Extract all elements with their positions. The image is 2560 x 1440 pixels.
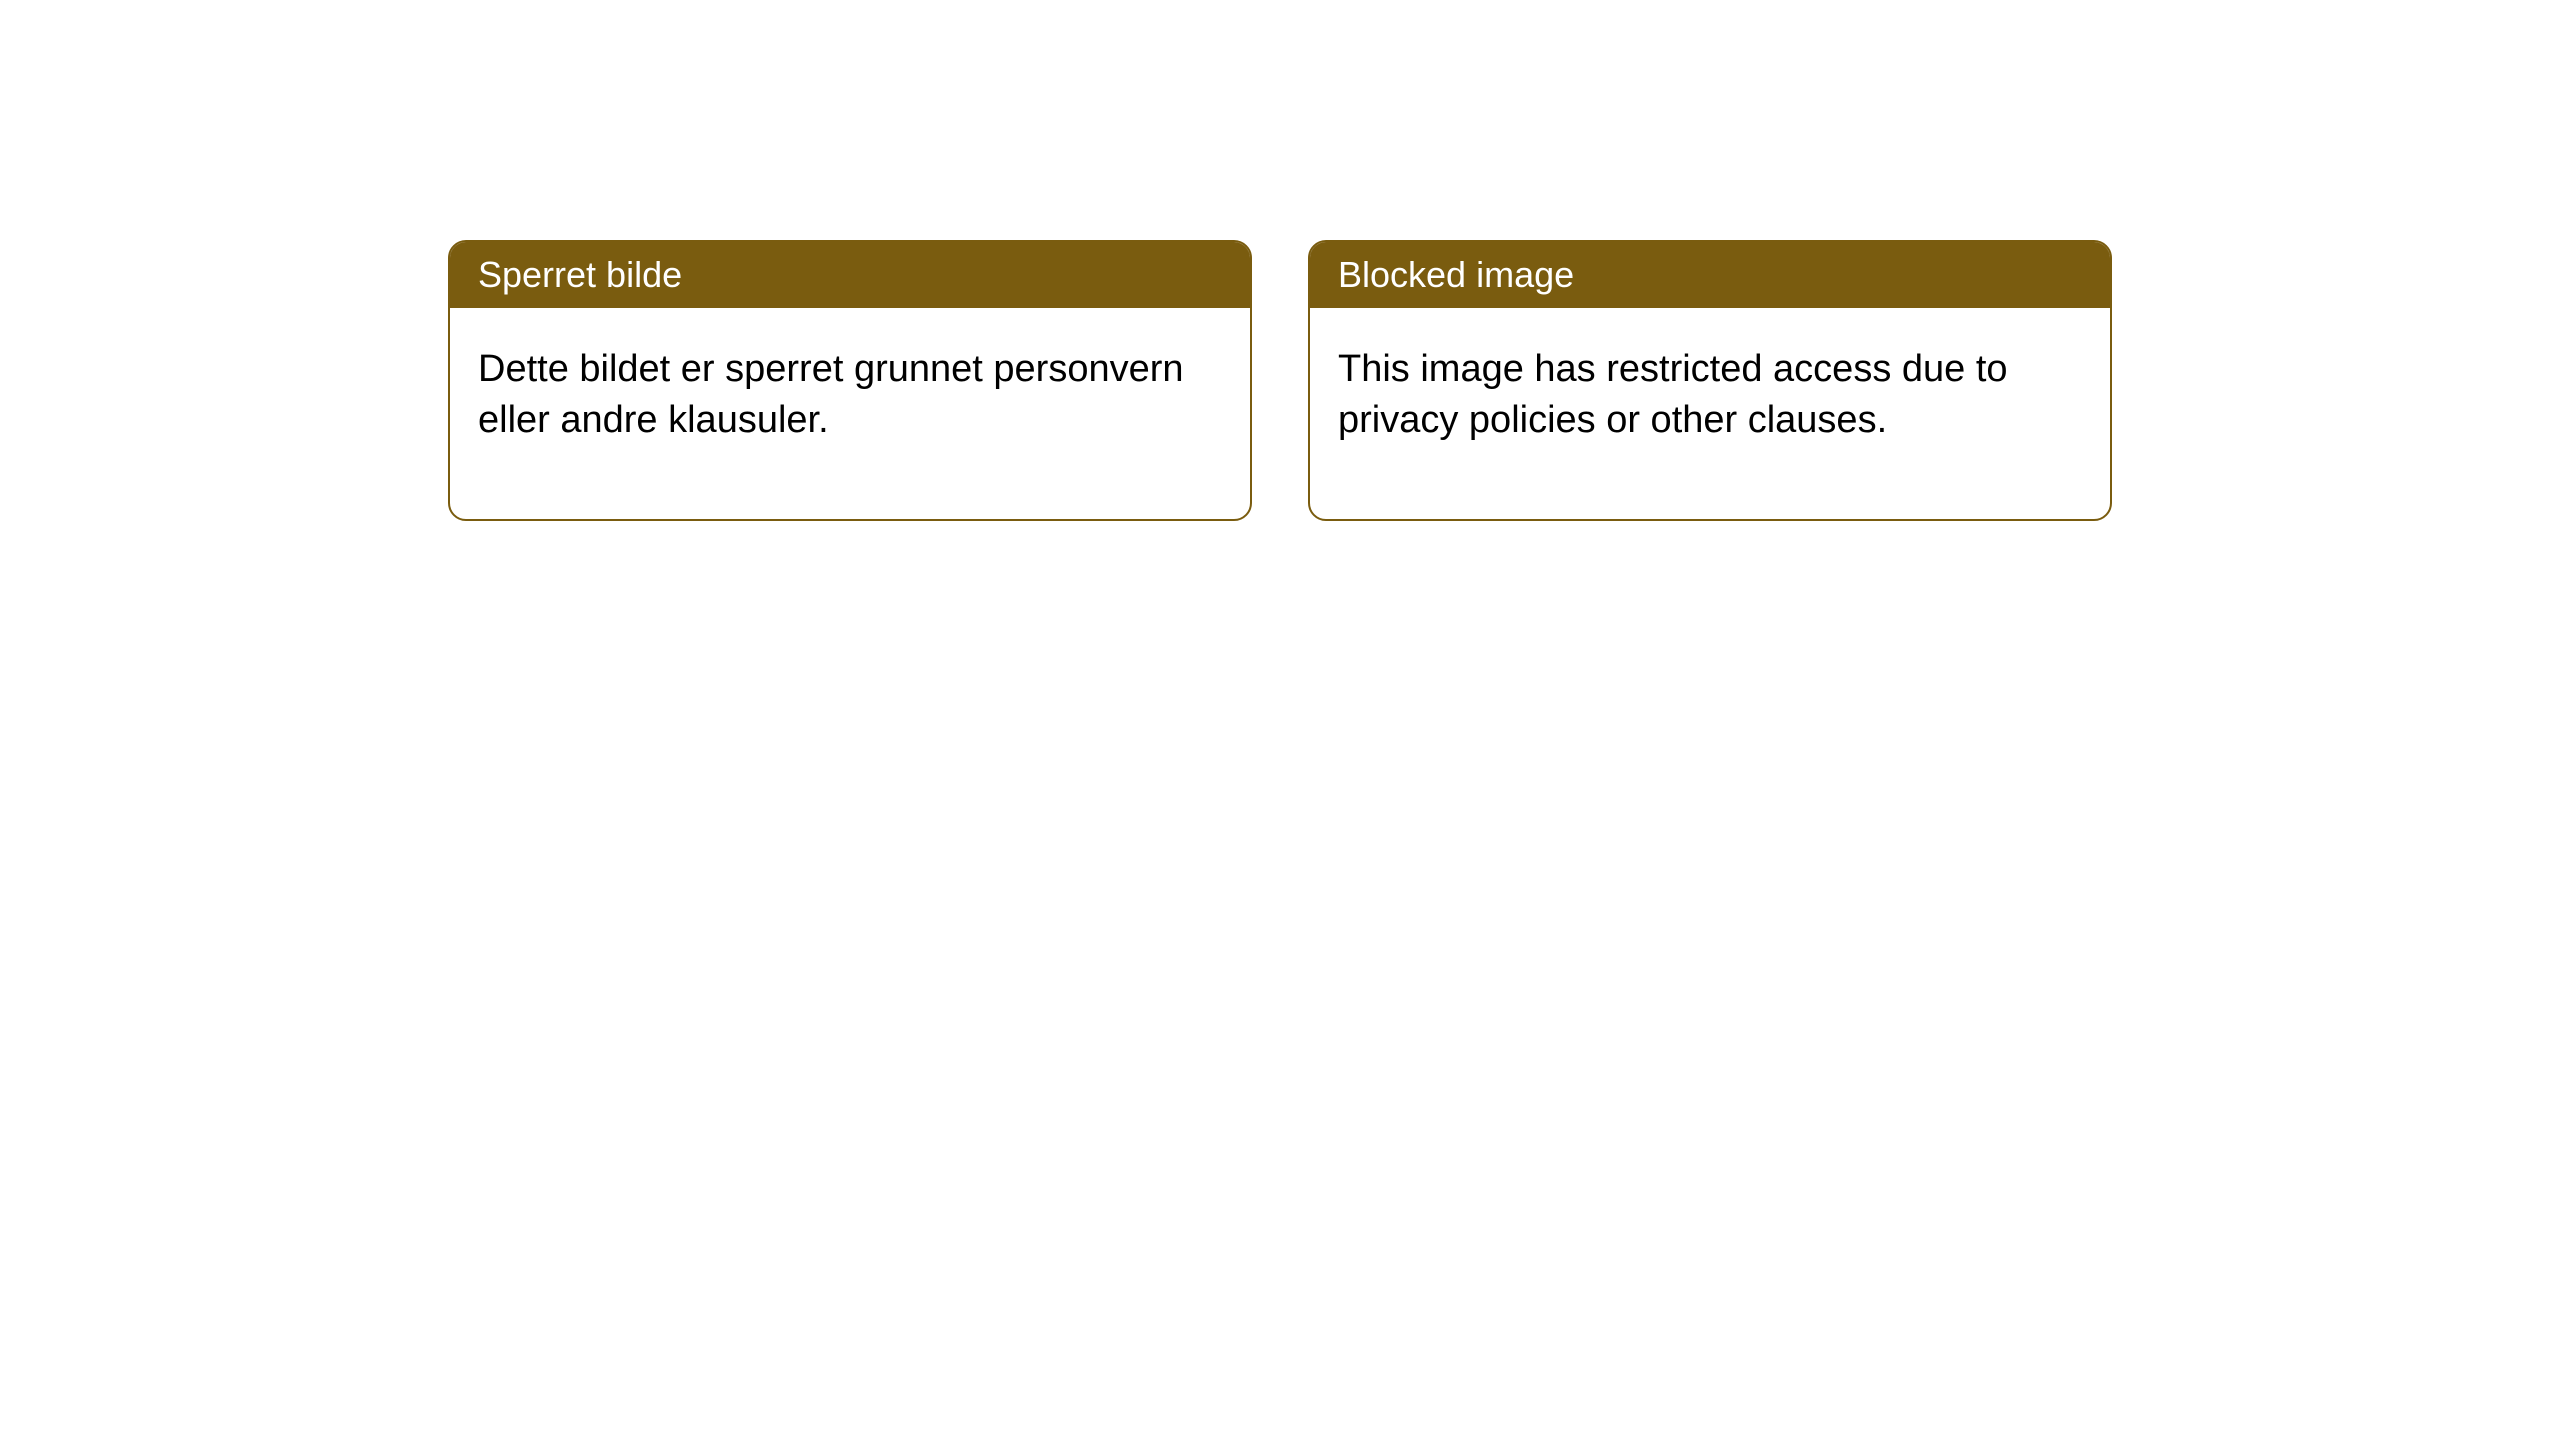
card-header-english: Blocked image [1310, 242, 2110, 308]
card-header-norwegian: Sperret bilde [450, 242, 1250, 308]
notice-card-norwegian: Sperret bilde Dette bildet er sperret gr… [448, 240, 1252, 521]
card-body-english: This image has restricted access due to … [1310, 308, 2110, 519]
notice-cards-container: Sperret bilde Dette bildet er sperret gr… [448, 240, 2560, 521]
card-body-norwegian: Dette bildet er sperret grunnet personve… [450, 308, 1250, 519]
notice-card-english: Blocked image This image has restricted … [1308, 240, 2112, 521]
